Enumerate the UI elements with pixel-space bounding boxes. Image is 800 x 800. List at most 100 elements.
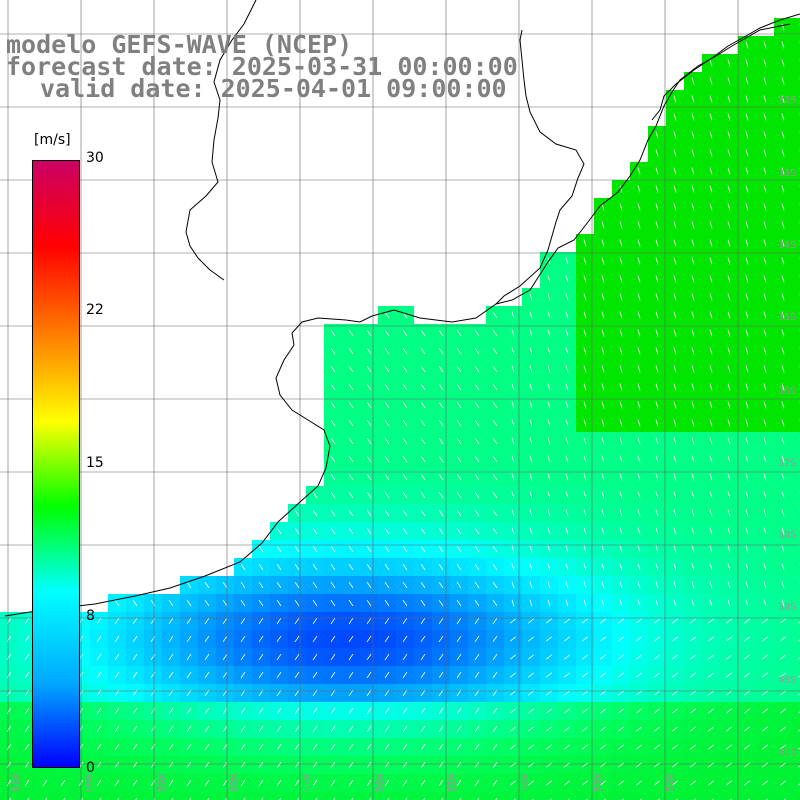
wind-arrow xyxy=(384,617,390,625)
wind-arrow xyxy=(547,473,551,481)
field-cell xyxy=(648,792,666,800)
wind-arrow xyxy=(745,419,749,427)
wind-arrow xyxy=(474,545,480,553)
wind-arrow xyxy=(492,329,498,337)
wind-arrow xyxy=(691,275,695,283)
wind-arrow xyxy=(781,203,785,211)
wind-arrow xyxy=(673,599,677,607)
wind-arrow xyxy=(583,383,587,391)
wind-arrow xyxy=(655,221,659,229)
wind-arrow xyxy=(709,473,713,481)
wind-arrow xyxy=(402,725,408,733)
wind-arrow xyxy=(474,599,480,607)
wind-arrow xyxy=(387,797,390,800)
wind-arrow xyxy=(6,761,12,769)
wind-arrow xyxy=(9,797,12,800)
field-cell xyxy=(396,792,414,800)
wind-arrow xyxy=(690,618,696,624)
wind-arrow xyxy=(186,599,192,607)
lon-label-58w: 58W xyxy=(229,773,240,792)
wind-arrow xyxy=(564,726,570,732)
wind-arrow xyxy=(636,744,642,750)
wind-arrow xyxy=(366,527,372,535)
wind-arrow xyxy=(654,708,660,714)
wind-arrow xyxy=(673,437,677,445)
wind-arrow xyxy=(583,455,587,463)
wind-arrow xyxy=(727,311,731,319)
wind-arrow xyxy=(114,707,120,715)
wind-arrow xyxy=(150,635,156,643)
wind-arrow xyxy=(654,762,660,768)
wind-arrow xyxy=(673,527,677,535)
wind-arrow xyxy=(546,618,552,624)
wind-arrow xyxy=(637,545,641,553)
wind-arrow xyxy=(780,762,786,768)
wind-arrow xyxy=(456,725,462,733)
wind-arrow xyxy=(691,437,695,445)
wind-arrow xyxy=(474,383,480,391)
field-cell xyxy=(792,648,800,666)
wind-arrow xyxy=(384,581,390,589)
wind-arrow xyxy=(637,401,641,409)
field-cell xyxy=(468,792,486,800)
wind-arrow xyxy=(727,563,731,571)
wind-arrow xyxy=(294,707,300,715)
wind-arrow xyxy=(672,672,678,678)
field-cell xyxy=(792,216,800,234)
wind-arrow xyxy=(528,654,534,660)
wind-arrow xyxy=(745,365,749,373)
wind-arrow xyxy=(402,653,408,661)
wind-arrow xyxy=(672,618,678,624)
field-cell xyxy=(54,792,72,800)
wind-arrow xyxy=(547,401,551,409)
wind-arrow xyxy=(114,743,120,751)
wind-arrow xyxy=(744,672,750,678)
wind-arrow xyxy=(132,725,138,733)
wind-arrow xyxy=(258,599,264,607)
wind-arrow xyxy=(619,401,623,409)
wind-arrow xyxy=(330,509,336,517)
wind-arrow xyxy=(781,599,785,607)
wind-arrow xyxy=(691,491,695,499)
wind-arrow xyxy=(96,617,102,625)
wind-arrow xyxy=(763,491,767,499)
wind-arrow xyxy=(258,617,264,625)
wind-arrow xyxy=(6,779,12,787)
wind-arrow xyxy=(474,725,480,733)
wind-arrow xyxy=(276,761,282,769)
wind-arrow xyxy=(456,491,462,499)
wind-arrow xyxy=(511,365,515,373)
wind-arrow xyxy=(420,437,426,445)
wind-arrow xyxy=(636,762,642,768)
field-cell xyxy=(108,792,126,800)
field-cell xyxy=(684,792,702,800)
wind-arrow xyxy=(312,779,318,787)
wind-arrow xyxy=(348,365,354,373)
wind-arrow xyxy=(240,779,246,787)
wind-arrow xyxy=(528,672,534,678)
wind-arrow xyxy=(294,617,300,625)
wind-arrow xyxy=(565,419,569,427)
wind-arrow xyxy=(655,563,659,571)
lon-label-54w: 54W xyxy=(520,773,531,792)
wind-arrow xyxy=(600,708,606,714)
model-title: modelo GEFS-WAVE (NCEP) xyxy=(6,30,353,59)
wind-arrow xyxy=(637,239,641,247)
wind-arrow xyxy=(294,761,300,769)
wind-arrow xyxy=(798,711,800,714)
wind-arrow xyxy=(261,797,264,800)
wind-arrow xyxy=(673,311,677,319)
wind-arrow xyxy=(258,671,264,679)
wind-arrow xyxy=(348,455,354,463)
wind-arrow xyxy=(763,203,767,211)
wind-arrow xyxy=(655,437,659,445)
wind-arrow xyxy=(763,275,767,283)
wind-arrow xyxy=(637,581,641,589)
wind-arrow xyxy=(672,726,678,732)
wind-arrow xyxy=(763,239,767,247)
wind-arrow xyxy=(168,617,174,625)
wind-arrow xyxy=(709,401,713,409)
wind-arrow xyxy=(564,636,570,642)
wind-arrow xyxy=(258,743,264,751)
field-cell xyxy=(792,720,800,738)
